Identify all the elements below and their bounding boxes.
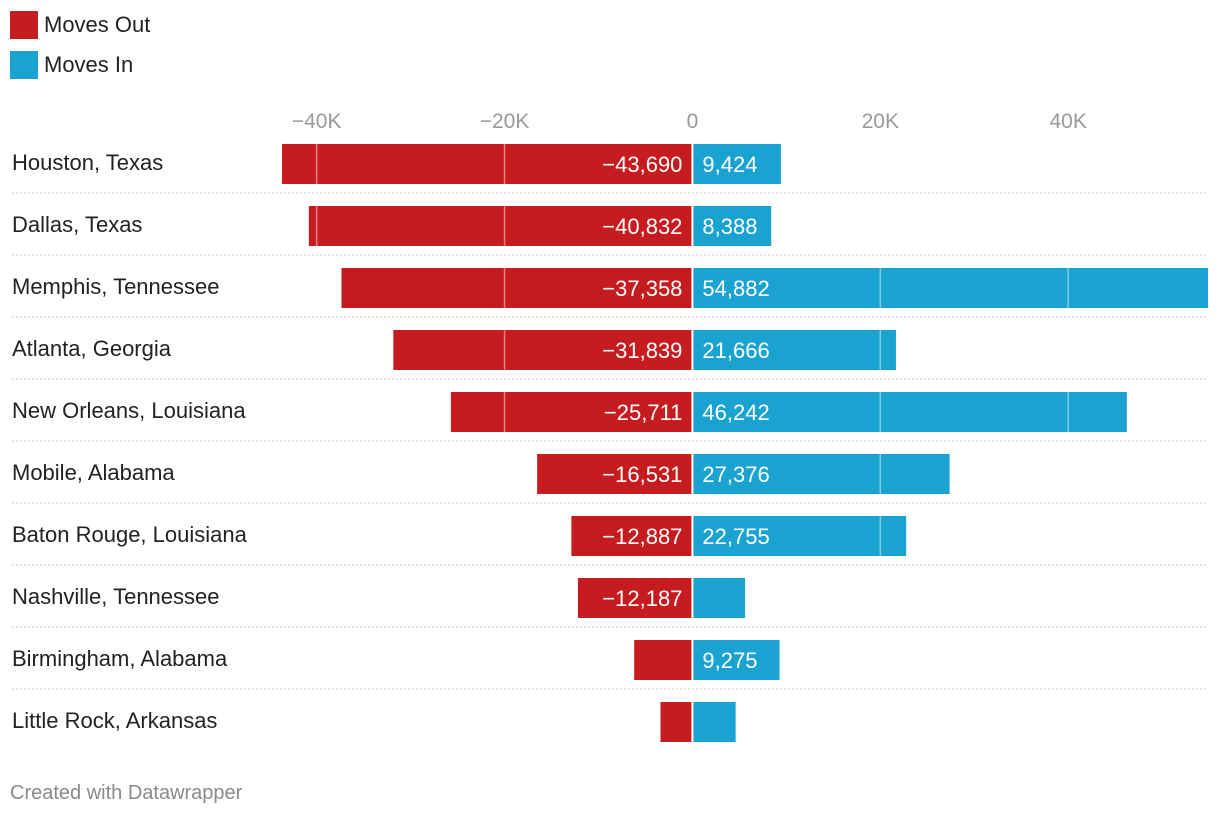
bar-moves-out: [393, 330, 693, 370]
value-label-moves-out: −16,531: [602, 462, 682, 487]
value-label-moves-in: 22,755: [702, 524, 769, 549]
row-label: Mobile, Alabama: [12, 460, 175, 485]
bar-moves-in: [692, 640, 780, 680]
value-label-moves-in: 21,666: [702, 338, 769, 363]
legend-label-moves-out: Moves Out: [44, 12, 151, 37]
value-label-moves-out: −12,887: [602, 524, 682, 549]
row-label: Baton Rouge, Louisiana: [12, 522, 248, 547]
bar-moves-out: [341, 268, 693, 308]
value-label-moves-in: 9,424: [702, 152, 757, 177]
value-label-moves-out: −25,711: [604, 400, 683, 425]
bar-moves-in: [692, 702, 736, 742]
row-label: Houston, Texas: [12, 150, 163, 175]
row-label: Little Rock, Arkansas: [12, 708, 217, 733]
legend-swatch-moves-in: [10, 51, 38, 79]
legend-label-moves-in: Moves In: [44, 52, 134, 77]
row-label: Atlanta, Georgia: [12, 336, 172, 361]
value-label-moves-out: −31,839: [602, 338, 682, 363]
value-label-moves-out: −12,187: [602, 586, 682, 611]
row-label: Memphis, Tennessee: [12, 274, 220, 299]
row-label: New Orleans, Louisiana: [12, 398, 246, 423]
bar-moves-in: [692, 392, 1127, 432]
value-label-moves-in: 46,242: [702, 400, 769, 425]
x-tick-label: −40K: [292, 110, 342, 133]
value-label-moves-out: −37,358: [602, 276, 682, 301]
value-label-moves-in: 8,388: [702, 214, 757, 239]
bar-moves-in: [692, 330, 896, 370]
chart: −40K −20K 0 20K 40K Houston, Texas −43,690 9,42…: [12, 110, 1208, 742]
legend-swatch-moves-out: [10, 11, 38, 39]
row-label: Birmingham, Alabama: [12, 646, 228, 671]
x-tick-label: −20K: [480, 110, 530, 133]
value-label-moves-in: 54,882: [702, 276, 769, 301]
bar-moves-out: [537, 454, 693, 494]
bar-moves-out: [634, 640, 693, 680]
bar-moves-in: [692, 516, 907, 556]
legend-item-moves-out: Moves Out: [10, 11, 150, 39]
x-tick-label: 20K: [862, 110, 899, 133]
bar-moves-in: [692, 268, 1208, 308]
value-label-moves-out: −40,832: [602, 214, 682, 239]
bar-moves-out: [450, 392, 693, 432]
row-label: Dallas, Texas: [12, 212, 142, 237]
bar-moves-in: [692, 206, 772, 246]
bar-moves-in: [692, 144, 781, 184]
footer-credit: Created with Datawrapper: [10, 782, 243, 804]
x-tick-label: 40K: [1050, 110, 1087, 133]
legend-item-moves-in: Moves In: [10, 51, 150, 79]
bar-moves-out: [577, 578, 693, 618]
bar-moves-out: [308, 206, 693, 246]
x-tick-label: 0: [687, 110, 699, 133]
value-label-moves-in: 9,275: [702, 648, 757, 673]
bar-moves-out: [660, 702, 693, 742]
legend: Moves Out Moves In: [10, 11, 150, 91]
value-label-moves-in: 27,376: [702, 462, 769, 487]
value-label-moves-out: −43,690: [602, 152, 682, 177]
row-label: Nashville, Tennessee: [12, 584, 220, 609]
bar-moves-out: [571, 516, 693, 556]
bar-moves-out: [282, 144, 693, 184]
bar-moves-in: [692, 454, 950, 494]
bar-moves-in: [692, 578, 746, 618]
